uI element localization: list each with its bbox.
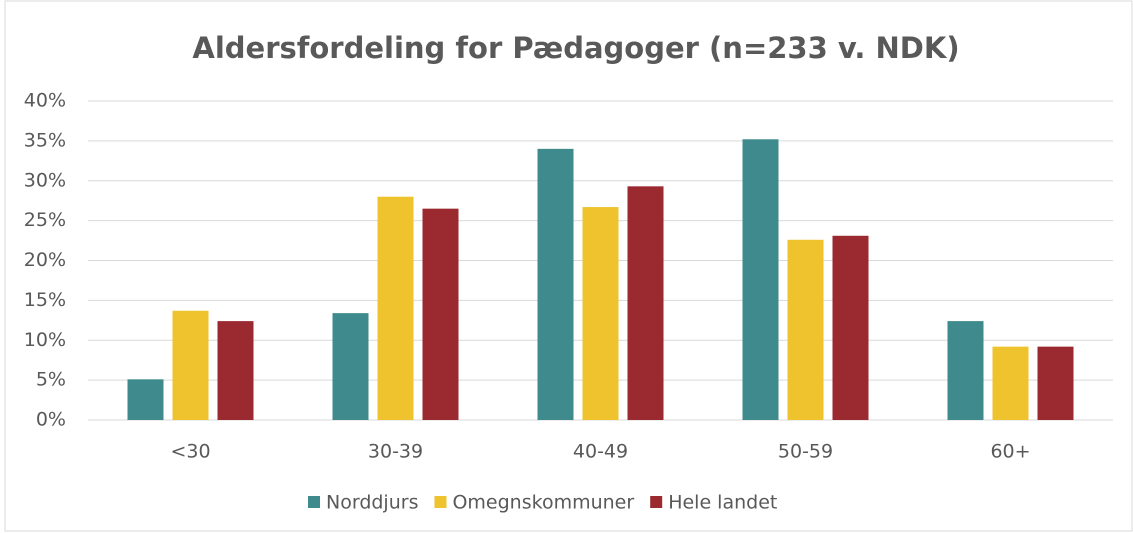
bar — [992, 346, 1029, 420]
bar — [172, 310, 209, 420]
y-tick-label: 0% — [36, 409, 66, 431]
bar — [422, 208, 459, 420]
bar — [947, 321, 984, 420]
chart-title: Aldersfordeling for Pædagoger (n=233 v. … — [192, 31, 959, 65]
bar — [742, 139, 779, 420]
bar — [582, 207, 619, 420]
bar — [377, 196, 414, 420]
bar — [537, 148, 574, 420]
x-tick-label: <30 — [170, 441, 210, 463]
legend-label: Omegnskommuner — [452, 492, 634, 514]
y-tick-label: 30% — [24, 169, 66, 191]
legend-swatch — [434, 496, 447, 508]
legend-label: Norddjurs — [326, 492, 418, 514]
bar — [217, 321, 254, 420]
legend-label: Hele landet — [668, 492, 777, 514]
x-tick-label: 60+ — [990, 441, 1030, 463]
y-tick-label: 10% — [24, 329, 66, 351]
y-tick-label: 20% — [24, 249, 66, 271]
legend-swatch — [308, 496, 320, 508]
bar — [332, 313, 369, 420]
x-tick-label: 30-39 — [368, 441, 423, 463]
y-tick-label: 25% — [24, 209, 66, 231]
y-tick-label: 5% — [36, 369, 66, 391]
y-tick-label: 35% — [24, 129, 66, 151]
y-tick-label: 15% — [24, 289, 66, 311]
y-tick-label: 40% — [24, 90, 66, 112]
bar — [627, 186, 664, 420]
x-tick-label: 50-59 — [778, 441, 833, 463]
bar — [127, 379, 164, 420]
legend-swatch — [650, 496, 663, 508]
bar — [1037, 346, 1074, 420]
bar — [832, 235, 869, 420]
bar — [787, 239, 824, 420]
x-tick-label: 40-49 — [573, 441, 628, 463]
